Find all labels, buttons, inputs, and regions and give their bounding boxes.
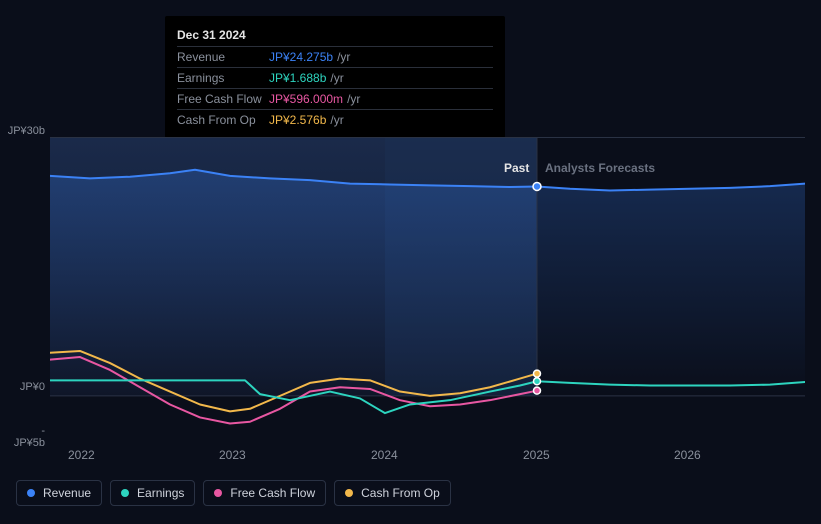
legend-item[interactable]: Revenue <box>16 480 102 506</box>
chart-plot[interactable]: Past Analysts Forecasts <box>50 137 805 439</box>
legend-item[interactable]: Free Cash Flow <box>203 480 326 506</box>
tooltip-row-unit: /yr <box>330 71 343 85</box>
legend-dot-icon <box>121 489 129 497</box>
x-axis-label: 2023 <box>219 448 246 462</box>
legend-label: Cash From Op <box>361 486 440 500</box>
y-axis-label-neg: -JP¥5b <box>14 425 45 449</box>
legend-dot-icon <box>27 489 35 497</box>
x-axis-label: 2022 <box>68 448 95 462</box>
legend-label: Revenue <box>43 486 91 500</box>
section-label-past: Past <box>504 161 529 175</box>
legend-label: Earnings <box>137 486 184 500</box>
tooltip-row: EarningsJP¥1.688b/yr <box>177 67 493 88</box>
legend-item[interactable]: Earnings <box>110 480 195 506</box>
chart-legend: Revenue Earnings Free Cash Flow Cash From O… <box>16 480 451 506</box>
legend-item[interactable]: Cash From Op <box>334 480 451 506</box>
legend-label: Free Cash Flow <box>230 486 315 500</box>
chart-tooltip: Dec 31 2024 RevenueJP¥24.275b/yrEarnings… <box>165 16 505 138</box>
legend-dot-icon <box>214 489 222 497</box>
tooltip-row-label: Free Cash Flow <box>177 92 269 106</box>
x-axis-label: 2026 <box>674 448 701 462</box>
tooltip-row-value: JP¥1.688b <box>269 71 326 85</box>
section-label-forecast: Analysts Forecasts <box>545 161 655 175</box>
chart-container: JP¥30b JP¥0 -JP¥5b Past Analysts Forecas… <box>16 125 805 445</box>
tooltip-row-label: Revenue <box>177 50 269 64</box>
tooltip-date: Dec 31 2024 <box>177 24 493 46</box>
tooltip-row-value: JP¥596.000m <box>269 92 343 106</box>
tooltip-row-unit: /yr <box>337 50 350 64</box>
y-axis-label-top: JP¥30b <box>8 125 45 137</box>
y-axis-label-zero: JP¥0 <box>20 381 45 393</box>
tooltip-row: Free Cash FlowJP¥596.000m/yr <box>177 88 493 109</box>
tooltip-row: RevenueJP¥24.275b/yr <box>177 46 493 67</box>
legend-dot-icon <box>345 489 353 497</box>
x-axis-label: 2024 <box>371 448 398 462</box>
tooltip-row-label: Earnings <box>177 71 269 85</box>
tooltip-row-value: JP¥24.275b <box>269 50 333 64</box>
tooltip-row-unit: /yr <box>347 92 360 106</box>
x-axis-label: 2025 <box>523 448 550 462</box>
